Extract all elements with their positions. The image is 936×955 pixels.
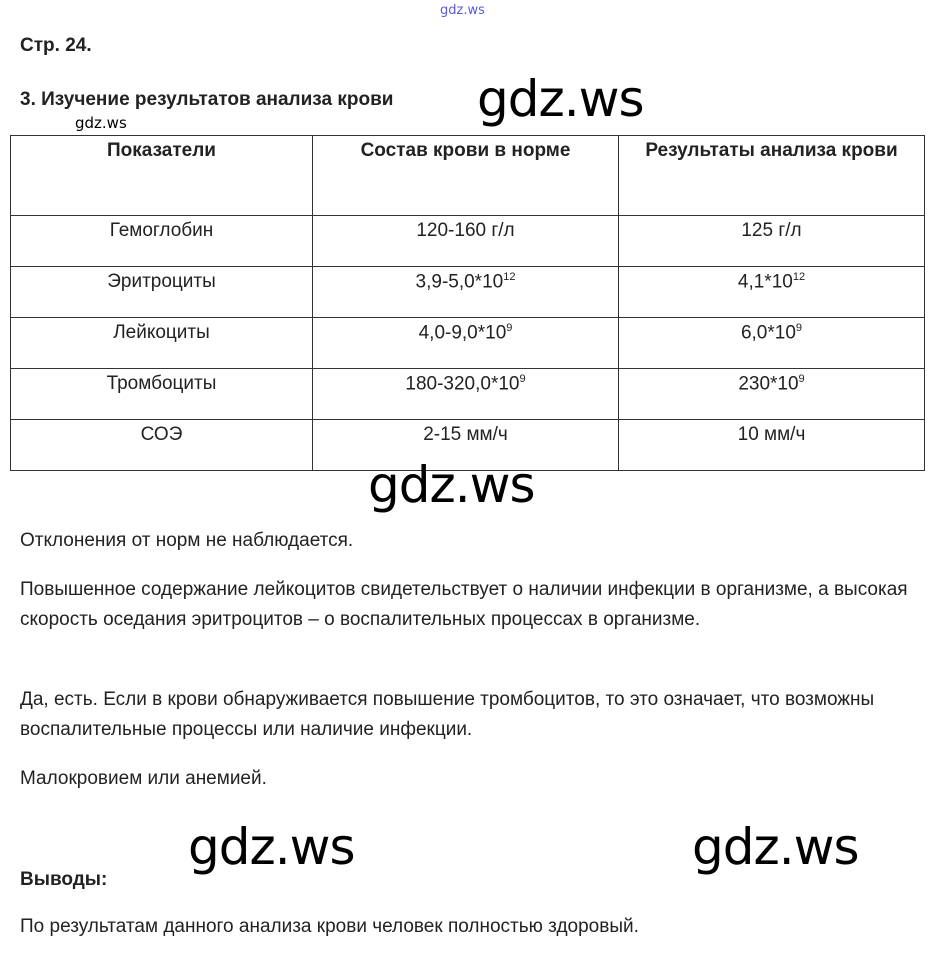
norm-cell-value: 120-160 г/л <box>416 220 515 241</box>
result-cell-value: 4,1*10 <box>737 271 793 293</box>
result-cell-exponent: 12 <box>792 271 806 283</box>
result-cell: 6,0*109 <box>618 317 925 369</box>
table-row: Эритроциты 3,9-5,0*1012 4,1*1012 <box>10 266 925 318</box>
indicator-cell-value: СОЭ <box>140 424 183 445</box>
result-cell: 125 г/л <box>618 215 925 267</box>
norm-cell-value: 3,9-5,0*10 <box>415 271 504 293</box>
indicator-cell: Тромбоциты <box>10 368 313 420</box>
paragraph-2: Повышенное содержание лейкоцитов свидете… <box>20 579 908 630</box>
paragraph-4: Малокровием или анемией. <box>20 768 267 789</box>
norm-cell: 4,0-9,0*109 <box>312 317 619 369</box>
watermark-bottom-right: gdz.ws <box>692 818 860 876</box>
watermark-middle: gdz.ws <box>368 456 536 514</box>
norm-cell: 3,9-5,0*1012 <box>312 266 619 318</box>
table-row: СОЭ 2-15 мм/ч 10 мм/ч <box>10 419 925 471</box>
conclusions-label: Выводы: <box>20 869 108 890</box>
norm-cell-exponent: 9 <box>506 322 513 334</box>
result-cell-exponent: 9 <box>798 373 805 385</box>
header-results: Результаты анализа крови <box>618 135 925 216</box>
paragraph-3: Да, есть. Если в крови обнаруживается по… <box>20 689 875 740</box>
section-title: 3. Изучение результатов анализа крови <box>20 89 394 110</box>
indicator-cell-value: Тромбоциты <box>106 373 217 394</box>
indicator-cell-value: Эритроциты <box>107 271 216 292</box>
indicator-cell: Эритроциты <box>10 266 313 318</box>
result-cell: 4,1*1012 <box>618 266 925 318</box>
result-cell-exponent: 9 <box>795 322 803 334</box>
norm-cell-value: 180-320,0*10 <box>405 373 520 395</box>
watermark-top: gdz.ws <box>440 3 485 18</box>
result-cell-value: 230*10 <box>738 373 799 395</box>
result-cell-value: 6,0*10 <box>740 322 796 344</box>
norm-cell: 120-160 г/л <box>312 215 619 267</box>
watermark-header: gdz.ws <box>477 70 645 128</box>
header-indicators: Показатели <box>10 135 313 216</box>
indicator-cell: Гемоглобин <box>10 215 313 267</box>
page-number: Стр. 24. <box>20 35 92 56</box>
table-row: Гемоглобин 120-160 г/л 125 г/л <box>10 215 925 267</box>
norm-cell-value: 2-15 мм/ч <box>423 424 508 445</box>
indicator-cell: СОЭ <box>10 419 313 471</box>
header-norm: Состав крови в норме <box>312 135 619 216</box>
result-cell: 10 мм/ч <box>618 419 925 471</box>
norm-cell-exponent: 9 <box>519 373 526 385</box>
result-cell-value: 10 мм/ч <box>737 424 806 445</box>
indicator-cell: Лейкоциты <box>10 317 313 369</box>
watermark-bottom-left: gdz.ws <box>188 818 356 876</box>
norm-cell-exponent: 12 <box>503 271 516 283</box>
norm-cell-value: 4,0-9,0*10 <box>418 322 507 344</box>
norm-cell: 180-320,0*109 <box>312 368 619 420</box>
table-row: Лейкоциты 4,0-9,0*109 6,0*109 <box>10 317 925 369</box>
result-cell-value: 125 г/л <box>741 220 802 241</box>
indicator-cell-value: Лейкоциты <box>113 322 210 343</box>
result-cell: 230*109 <box>618 368 925 420</box>
table-row: Тромбоциты 180-320,0*109 230*109 <box>10 368 925 420</box>
paragraph-1: Отклонения от норм не наблюдается. <box>20 530 354 551</box>
norm-cell: 2-15 мм/ч <box>312 419 619 471</box>
table-header-row: Показатели Состав крови в норме Результа… <box>10 135 925 216</box>
conclusion-text: По результатам данного анализа крови чел… <box>20 916 639 937</box>
watermark-small: gdz.ws <box>75 114 127 132</box>
blood-test-table: Показатели Состав крови в норме Результа… <box>10 135 925 471</box>
indicator-cell-value: Гемоглобин <box>109 220 214 241</box>
